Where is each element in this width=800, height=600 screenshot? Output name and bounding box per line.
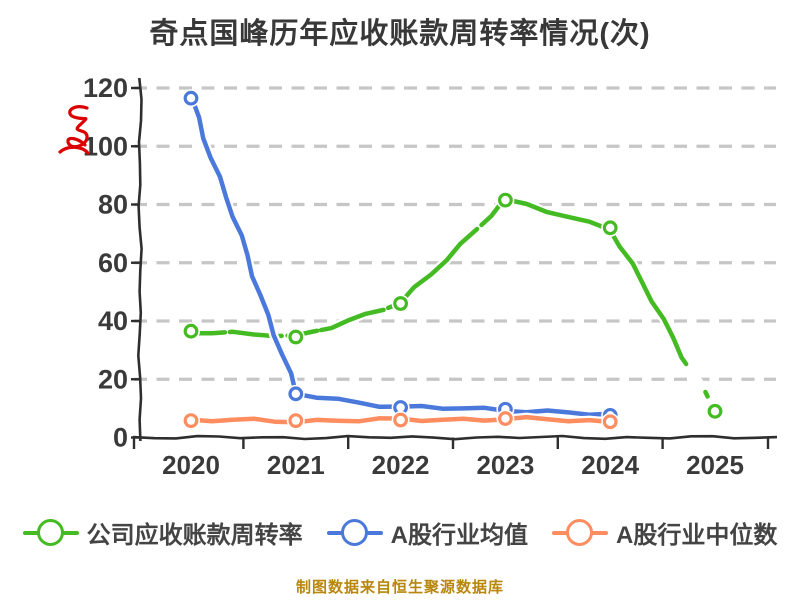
x-tick-label: 2024	[581, 450, 639, 480]
y-axis-line	[136, 77, 143, 442]
x-tick-label: 2023	[476, 450, 534, 480]
legend-marker-icon	[22, 517, 79, 549]
data-point-marker	[602, 220, 618, 236]
legend-label: 公司应收账款周转率	[86, 522, 303, 549]
x-tick-label: 2022	[372, 450, 430, 480]
legend-item: A股行业均值	[326, 515, 528, 550]
legend-item: A股行业中位数	[552, 515, 777, 550]
legend-item: 公司应收账款周转率	[22, 515, 303, 550]
red-scribble-icon	[58, 105, 90, 155]
chart-title: 奇点国峰历年应收账款周转率情况(次)	[149, 18, 651, 50]
gridlines	[134, 86, 776, 381]
x-tick-label: 2020	[162, 450, 220, 480]
data-point-marker	[288, 386, 304, 402]
data-point-marker	[183, 323, 199, 339]
y-tick-label: 100	[83, 131, 128, 161]
source-note: 制图数据来自恒生聚源数据库	[295, 579, 504, 596]
data-point-marker	[707, 403, 723, 419]
data-point-marker	[288, 329, 304, 345]
legend: 公司应收账款周转率 A股行业均值 A股行业中位数	[0, 515, 800, 550]
y-tick-label: 80	[98, 190, 128, 220]
axes	[131, 77, 778, 449]
data-series	[182, 89, 724, 431]
data-point-marker	[183, 413, 199, 429]
x-tick-label: 2021	[267, 450, 325, 480]
data-point-marker	[602, 414, 618, 430]
legend-label: A股行业均值	[390, 522, 528, 549]
data-point-marker	[288, 413, 304, 429]
data-point-marker	[393, 412, 409, 428]
legend-marker-icon	[326, 517, 383, 549]
legend-marker-icon	[552, 517, 608, 549]
legend-label: A股行业中位数	[616, 522, 778, 549]
y-tick-label: 20	[98, 364, 128, 394]
tick-labels: 0 20 40 60 80 100 120 2020 2021 2022 2023 2024 2025	[83, 73, 744, 480]
y-tick-label: 0	[113, 423, 128, 453]
data-point-marker	[498, 192, 513, 208]
y-tick-label: 40	[98, 306, 128, 336]
y-tick-label: 60	[98, 248, 128, 278]
y-tick-label: 120	[83, 73, 128, 103]
series-line	[188, 196, 717, 414]
data-point-marker	[498, 411, 513, 426]
x-axis-line	[132, 434, 778, 441]
data-point-marker	[183, 90, 199, 106]
x-tick-label: 2025	[686, 450, 744, 480]
data-point-marker	[393, 296, 409, 311]
